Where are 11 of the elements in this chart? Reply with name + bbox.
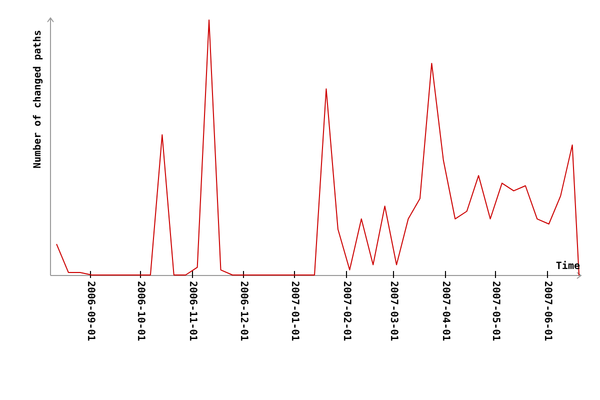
x-tick-label: 2006-10-01	[134, 281, 146, 342]
x-tick-label: 2007-01-01	[288, 281, 300, 342]
x-tick-label: 2006-11-01	[186, 281, 198, 342]
x-tick-label: 2007-04-01	[440, 281, 451, 342]
x-tick-label: 2007-02-01	[340, 281, 352, 342]
y-axis-title: Number of changed paths	[32, 30, 44, 168]
x-tick-label: 2007-06-01	[542, 281, 553, 342]
x-tick-label: 2007-05-01	[490, 281, 501, 342]
x-tick-label: 2006-12-01	[238, 281, 249, 342]
x-tick-label: 2006-09-01	[84, 281, 96, 342]
x-tick-label: 2007-03-01	[388, 281, 399, 342]
